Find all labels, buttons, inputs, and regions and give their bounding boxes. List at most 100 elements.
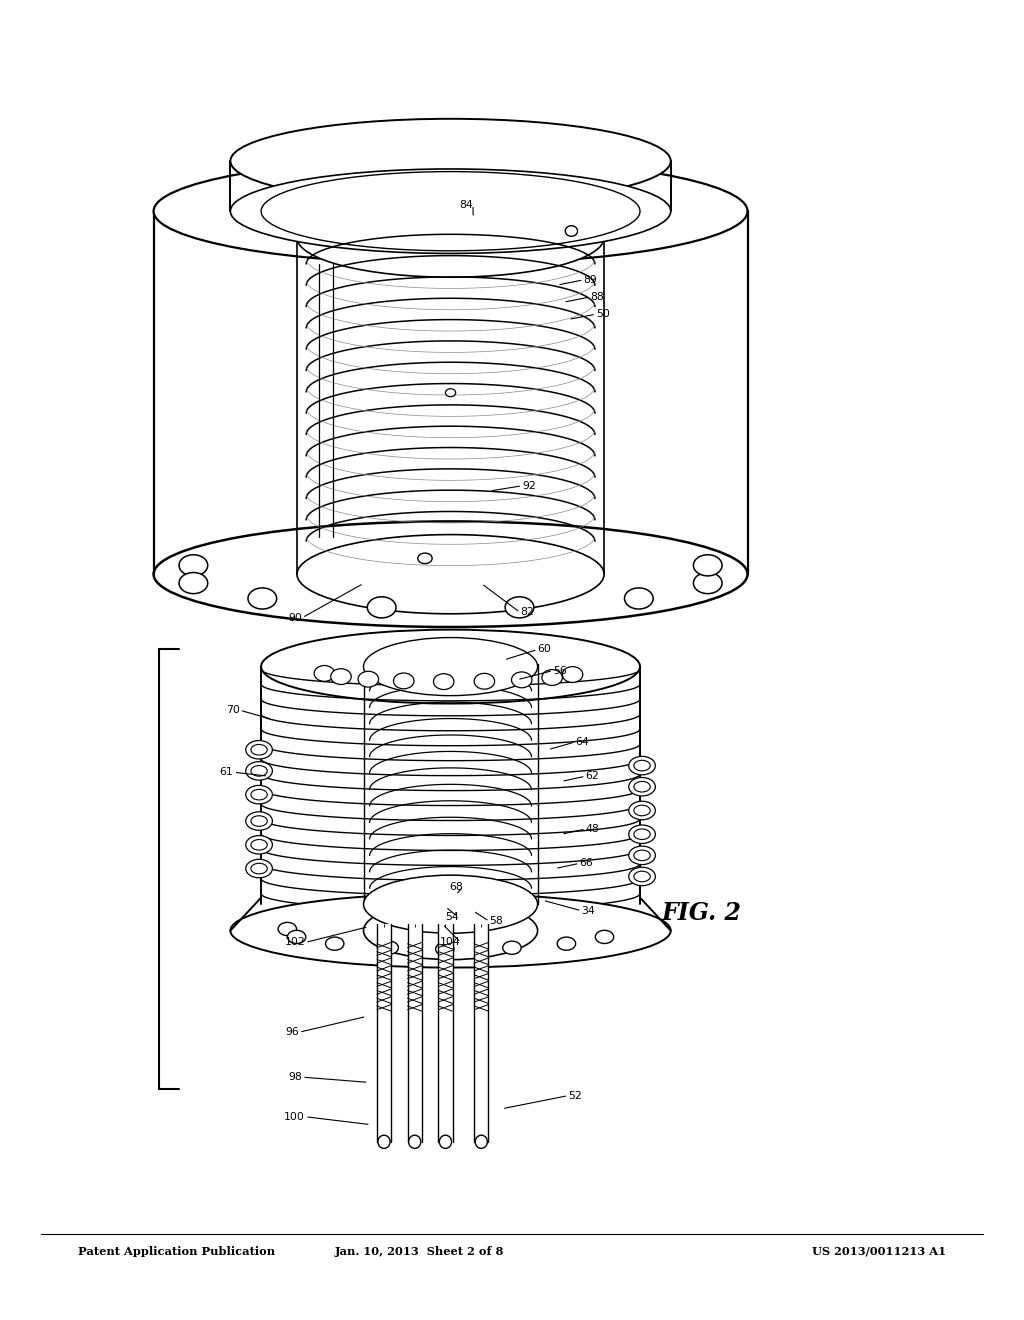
Ellipse shape [629,801,655,820]
Ellipse shape [511,672,531,688]
Ellipse shape [297,535,604,614]
Ellipse shape [475,1135,487,1148]
Text: 62: 62 [586,771,599,781]
Ellipse shape [445,389,456,397]
Text: 102: 102 [285,937,305,948]
Text: 48: 48 [586,824,599,834]
Polygon shape [474,924,488,1142]
Ellipse shape [251,789,267,800]
Ellipse shape [409,1135,421,1148]
Ellipse shape [248,587,276,609]
Ellipse shape [693,573,722,594]
Ellipse shape [246,785,272,804]
Ellipse shape [326,937,344,950]
Text: 60: 60 [538,644,552,655]
Ellipse shape [154,158,748,264]
Text: 88: 88 [590,292,603,302]
Ellipse shape [230,894,671,968]
Ellipse shape [358,672,379,688]
Ellipse shape [246,741,272,759]
Text: 82: 82 [520,607,534,618]
Text: 100: 100 [285,1111,305,1122]
Ellipse shape [380,941,398,954]
Ellipse shape [154,521,748,627]
Ellipse shape [230,169,671,253]
Ellipse shape [629,867,655,886]
Text: 50: 50 [596,309,610,319]
Ellipse shape [503,941,521,954]
Ellipse shape [629,846,655,865]
Ellipse shape [261,630,640,704]
Text: 89: 89 [584,275,597,285]
Ellipse shape [251,840,267,850]
Ellipse shape [634,781,650,792]
Ellipse shape [505,597,534,618]
Ellipse shape [435,942,454,956]
Ellipse shape [331,669,351,685]
Text: 90: 90 [288,612,302,623]
Ellipse shape [364,875,538,933]
Ellipse shape [634,805,650,816]
Polygon shape [261,667,640,904]
Ellipse shape [634,850,650,861]
Ellipse shape [629,777,655,796]
Ellipse shape [246,812,272,830]
Text: 58: 58 [489,916,503,927]
Text: 104: 104 [440,937,461,948]
Text: 34: 34 [582,906,595,916]
Ellipse shape [629,756,655,775]
Text: 61: 61 [220,767,233,777]
Text: 68: 68 [450,882,463,892]
Ellipse shape [246,836,272,854]
Polygon shape [408,924,422,1142]
Ellipse shape [368,597,396,618]
Ellipse shape [246,762,272,780]
Ellipse shape [393,673,414,689]
Polygon shape [377,924,391,1142]
Ellipse shape [562,667,583,682]
Text: 56: 56 [553,665,566,676]
Ellipse shape [179,573,208,594]
Ellipse shape [297,198,604,277]
Ellipse shape [279,923,297,936]
Ellipse shape [629,825,655,843]
Text: 66: 66 [580,858,593,869]
Ellipse shape [565,226,578,236]
Ellipse shape [542,669,562,685]
Ellipse shape [261,172,640,251]
Ellipse shape [693,554,722,576]
Ellipse shape [625,587,653,609]
Text: FIG. 2: FIG. 2 [662,902,741,925]
Ellipse shape [557,937,575,950]
Text: Patent Application Publication: Patent Application Publication [78,1246,275,1257]
Ellipse shape [251,766,267,776]
Ellipse shape [230,119,671,203]
Text: 52: 52 [568,1090,582,1101]
Ellipse shape [314,665,335,681]
Polygon shape [438,924,453,1142]
Ellipse shape [364,902,538,960]
Text: 98: 98 [289,1072,302,1082]
Ellipse shape [433,673,454,689]
Ellipse shape [378,1135,390,1148]
Ellipse shape [439,1135,452,1148]
Ellipse shape [251,816,267,826]
Ellipse shape [251,744,267,755]
Ellipse shape [251,863,267,874]
Text: 54: 54 [445,912,459,923]
Text: 96: 96 [286,1027,299,1038]
Text: 92: 92 [522,480,536,491]
Text: Jan. 10, 2013  Sheet 2 of 8: Jan. 10, 2013 Sheet 2 of 8 [335,1246,505,1257]
Ellipse shape [474,673,495,689]
Ellipse shape [634,871,650,882]
Text: US 2013/0011213 A1: US 2013/0011213 A1 [812,1246,946,1257]
Ellipse shape [634,829,650,840]
Ellipse shape [418,553,432,564]
Text: 64: 64 [575,737,589,747]
Polygon shape [154,211,748,574]
Ellipse shape [595,931,613,944]
Ellipse shape [179,554,208,576]
Ellipse shape [246,859,272,878]
Text: 84: 84 [460,199,473,210]
Ellipse shape [288,931,306,944]
